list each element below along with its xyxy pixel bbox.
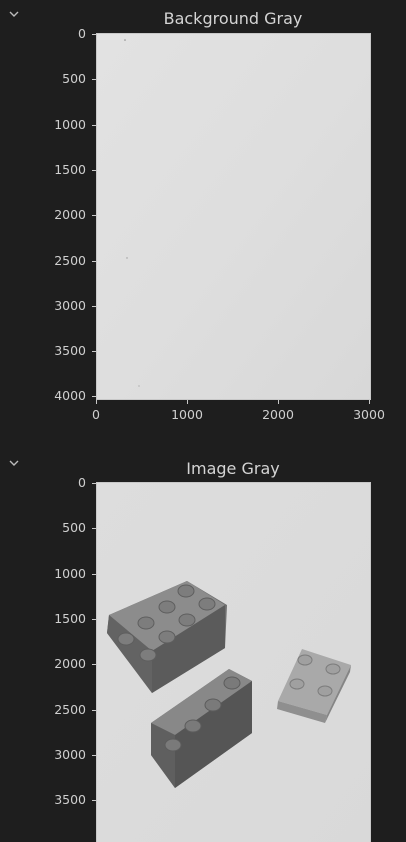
y-tick-label: 500 [62, 71, 86, 87]
y-tick-label: 3000 [54, 746, 86, 762]
y-tick-label: 2000 [54, 207, 86, 223]
y-tick-mark [92, 260, 96, 262]
brick-2x4 [107, 581, 227, 693]
y-tick-label: 500 [62, 520, 86, 536]
brick-2x2 [277, 649, 351, 723]
lego-bricks-image [97, 483, 370, 842]
y-tick-mark [92, 169, 96, 171]
y-tick-label: 2000 [54, 656, 86, 672]
x-tick-label: 0 [92, 407, 100, 422]
x-tick-mark [96, 400, 97, 404]
plot-title: Background Gray [163, 9, 303, 28]
x-tick-label: 3000 [353, 407, 385, 422]
y-tick-mark [92, 573, 96, 575]
y-tick-label: 1500 [54, 161, 86, 177]
chevron-down-icon[interactable] [9, 459, 19, 467]
y-tick-label: 4000 [54, 388, 86, 404]
plot-axes [96, 33, 371, 400]
y-tick-label: 1500 [54, 610, 86, 626]
plot-title: Image Gray [186, 459, 280, 478]
y-tick-mark [92, 483, 96, 484]
y-tick-mark [92, 305, 96, 307]
y-tick-mark [92, 79, 96, 81]
x-tick-label: 1000 [171, 407, 203, 422]
y-tick-mark [92, 351, 96, 353]
y-tick-label: 1000 [54, 565, 86, 581]
y-tick-label: 3500 [54, 792, 86, 808]
y-tick-label: 2500 [54, 252, 86, 268]
y-tick-label: 1000 [54, 116, 86, 132]
brick-1x4 [151, 669, 252, 788]
x-tick-label: 2000 [262, 407, 294, 422]
y-tick-mark [92, 664, 96, 666]
y-tick-mark [92, 215, 96, 217]
y-tick-mark [92, 528, 96, 530]
y-tick-mark [92, 709, 96, 711]
y-tick-label: 0 [78, 26, 86, 41]
y-tick-label: 0 [78, 475, 86, 490]
y-tick-mark [92, 34, 96, 35]
plot-axes [96, 482, 371, 842]
y-tick-label: 2500 [54, 701, 86, 717]
background-gray-image [97, 34, 370, 399]
x-tick-mark [278, 400, 279, 404]
y-tick-label: 3500 [54, 343, 86, 359]
x-tick-mark [187, 400, 188, 404]
y-tick-mark [92, 754, 96, 756]
y-tick-mark [92, 618, 96, 620]
x-tick-mark [369, 400, 370, 404]
y-tick-mark [92, 124, 96, 126]
chevron-down-icon[interactable] [9, 10, 19, 18]
y-tick-mark [92, 396, 96, 398]
y-tick-label: 3000 [54, 297, 86, 313]
y-tick-mark [92, 800, 96, 802]
